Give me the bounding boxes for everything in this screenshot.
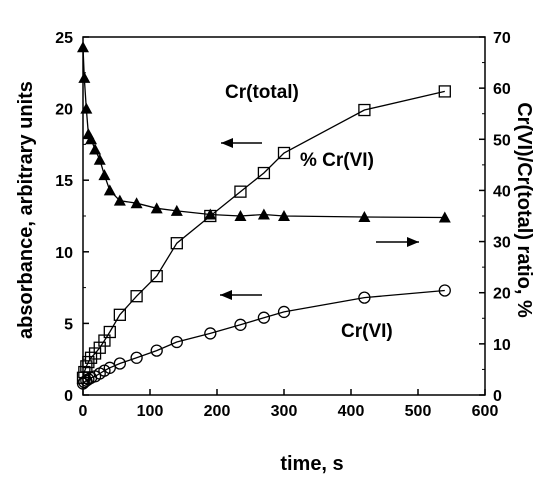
- circle-marker: [204, 327, 217, 340]
- square-marker: [277, 146, 291, 160]
- triangle-marker: [78, 71, 91, 83]
- triangle-marker: [170, 204, 183, 216]
- triangle-marker: [358, 211, 371, 223]
- y2-tick-label: 20: [493, 286, 511, 303]
- circle-marker: [170, 335, 183, 349]
- circle-marker: [78, 375, 91, 389]
- square-marker: [113, 308, 126, 321]
- x-tick-label: 0: [79, 403, 88, 420]
- x-tick-label: 600: [472, 403, 499, 420]
- circle-marker: [130, 351, 143, 364]
- y2-tick-label: 50: [493, 132, 511, 149]
- circle-marker: [150, 344, 163, 357]
- triangle-marker: [77, 41, 89, 53]
- y2-tick-label: 40: [493, 183, 511, 200]
- y2-axis-title: Cr(VI)/Cr(total) ratio, %: [513, 102, 535, 318]
- y-tick-label: 0: [64, 388, 73, 405]
- triangle-marker: [98, 169, 111, 181]
- circle-marker: [234, 318, 247, 331]
- triangle-marker: [113, 194, 126, 206]
- arrow-right-ratio: [376, 237, 419, 247]
- triangle-marker: [204, 208, 217, 220]
- circle-marker: [257, 311, 271, 324]
- triangle-marker: [103, 184, 116, 196]
- arrow-left-crvi: [220, 290, 262, 300]
- triangle-marker: [438, 211, 451, 223]
- annotation-cr-total: Cr(total): [225, 82, 299, 103]
- square-marker: [257, 166, 271, 180]
- x-tick-label: 300: [271, 403, 298, 420]
- square-marker: [103, 325, 116, 339]
- square-marker: [358, 103, 371, 117]
- square-marker: [93, 341, 106, 354]
- triangle-marker: [89, 143, 102, 155]
- y2-tick-label: 30: [493, 235, 511, 252]
- y-tick-label: 20: [55, 102, 73, 119]
- x-tick-label: 200: [204, 403, 231, 420]
- y-tick-label: 10: [55, 245, 73, 262]
- square-marker: [150, 269, 163, 283]
- x-tick-label: 500: [405, 403, 432, 420]
- circle-marker: [358, 291, 371, 304]
- series-line-square: [82, 90, 445, 378]
- annotation-cr-vi: Cr(VI): [341, 321, 393, 342]
- y-tick-label: 5: [64, 316, 73, 333]
- x-tick-label: 400: [338, 403, 365, 420]
- series-line-triangle: [82, 47, 445, 219]
- y2-tick-label: 70: [493, 30, 511, 47]
- circle-marker: [438, 284, 451, 297]
- square-marker: [438, 85, 451, 98]
- y2-tick-label: 0: [493, 388, 502, 405]
- circle-marker: [103, 361, 116, 374]
- triangle-marker: [234, 210, 247, 221]
- plot-area: 0 100 200 300 400 500 600051015202501020304050…: [55, 30, 511, 420]
- triangle-marker: [130, 197, 143, 209]
- circle-marker: [277, 305, 291, 319]
- y-tick-label: 15: [55, 173, 73, 190]
- annotation-percent-cr-vi: % Cr(VI): [300, 150, 374, 171]
- triangle-marker: [278, 210, 290, 221]
- triangle-marker: [150, 202, 163, 214]
- y2-tick-label: 10: [493, 337, 511, 354]
- triangle-marker: [93, 153, 106, 165]
- x-axis-title: time, s: [280, 453, 343, 475]
- square-marker: [130, 290, 143, 303]
- y-axis-title: absorbance, arbitrary units: [15, 81, 37, 339]
- square-marker: [84, 351, 98, 364]
- square-marker: [170, 237, 183, 250]
- triangle-marker: [80, 102, 93, 114]
- circle-marker: [113, 357, 126, 370]
- x-tick-label: 100: [137, 403, 164, 420]
- square-marker: [234, 185, 247, 198]
- square-marker: [82, 355, 95, 369]
- arrow-left-total: [221, 138, 262, 148]
- y-tick-label: 25: [55, 30, 73, 47]
- square-marker: [80, 360, 93, 373]
- triangle-marker: [257, 208, 270, 220]
- triangle-marker: [85, 133, 98, 145]
- y2-tick-label: 60: [493, 81, 511, 98]
